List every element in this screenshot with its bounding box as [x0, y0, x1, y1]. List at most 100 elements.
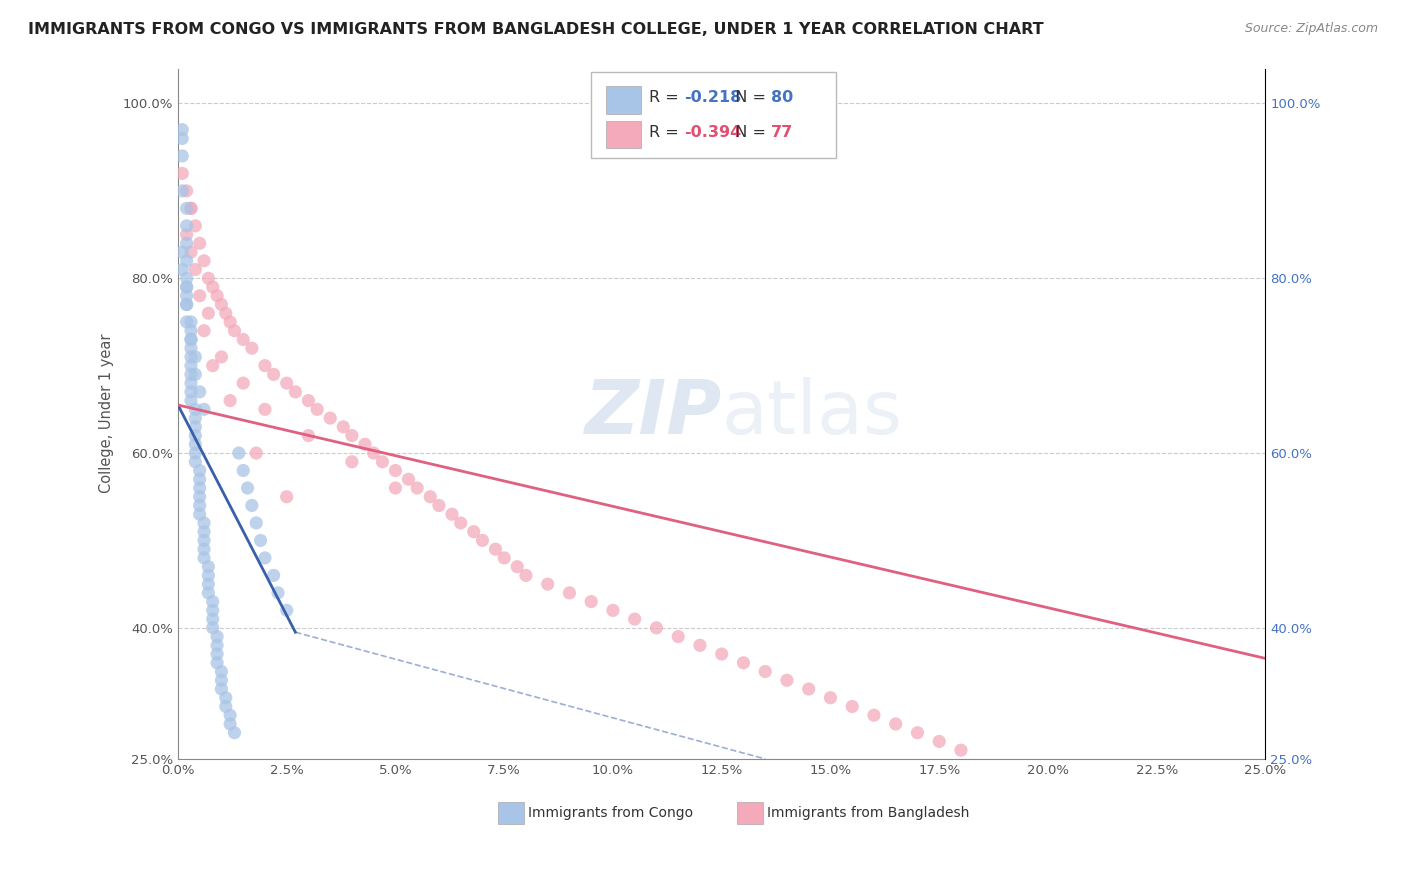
Point [515, 568, 537, 582]
Point [219, 315, 242, 329]
Point [184, 262, 207, 277]
Point [494, 550, 516, 565]
Point [332, 420, 354, 434]
Point [197, 586, 219, 600]
Point [201, 621, 224, 635]
Point [240, 499, 263, 513]
Point [201, 280, 224, 294]
Point [180, 350, 202, 364]
Point [180, 384, 202, 399]
Point [184, 420, 207, 434]
Point [197, 306, 219, 320]
Point [276, 376, 298, 391]
Point [184, 402, 207, 417]
Y-axis label: College, Under 1 year: College, Under 1 year [100, 334, 114, 493]
Point [205, 289, 228, 303]
Point [176, 271, 198, 285]
Text: 77: 77 [770, 125, 793, 140]
Point [398, 472, 420, 486]
Point [263, 368, 285, 382]
Point [209, 673, 232, 688]
Point [307, 402, 329, 417]
Point [184, 428, 207, 442]
Point [184, 368, 207, 382]
FancyBboxPatch shape [606, 120, 641, 148]
Point [228, 446, 250, 460]
FancyBboxPatch shape [498, 802, 524, 824]
Point [797, 681, 820, 696]
Point [710, 647, 733, 661]
Point [215, 690, 238, 705]
Point [928, 734, 950, 748]
Point [184, 437, 207, 451]
Point [197, 559, 219, 574]
Point [180, 341, 202, 355]
Point [232, 463, 254, 477]
Point [197, 568, 219, 582]
Text: Immigrants from Congo: Immigrants from Congo [529, 805, 693, 820]
Text: ZIP: ZIP [585, 377, 721, 450]
Point [384, 481, 406, 495]
Point [215, 699, 238, 714]
Text: R =: R = [648, 90, 683, 105]
Point [209, 297, 232, 311]
Point [188, 463, 211, 477]
Point [180, 368, 202, 382]
Point [820, 690, 842, 705]
Point [245, 446, 267, 460]
Point [176, 236, 198, 251]
Point [354, 437, 377, 451]
Point [689, 638, 711, 652]
Point [193, 533, 215, 548]
Point [188, 289, 211, 303]
Point [188, 481, 211, 495]
Point [371, 455, 394, 469]
Point [193, 524, 215, 539]
Point [176, 280, 198, 294]
Point [209, 350, 232, 364]
Point [384, 463, 406, 477]
Point [184, 455, 207, 469]
Point [197, 577, 219, 591]
Point [733, 656, 755, 670]
Point [193, 402, 215, 417]
Point [180, 202, 202, 216]
Point [209, 665, 232, 679]
Point [245, 516, 267, 530]
Point [205, 630, 228, 644]
Point [623, 612, 645, 626]
Point [276, 490, 298, 504]
Point [172, 149, 194, 163]
Point [176, 280, 198, 294]
Point [776, 673, 799, 688]
Point [427, 499, 450, 513]
Point [176, 289, 198, 303]
Point [172, 184, 194, 198]
Text: Source: ZipAtlas.com: Source: ZipAtlas.com [1244, 22, 1378, 36]
Point [176, 227, 198, 242]
Point [297, 393, 319, 408]
Point [232, 376, 254, 391]
Point [205, 647, 228, 661]
Point [197, 271, 219, 285]
Point [666, 630, 689, 644]
Point [406, 481, 429, 495]
Text: Immigrants from Bangladesh: Immigrants from Bangladesh [768, 805, 970, 820]
Point [340, 455, 363, 469]
Point [219, 717, 242, 731]
Point [884, 717, 907, 731]
Point [219, 708, 242, 723]
Point [180, 393, 202, 408]
Point [224, 324, 246, 338]
Point [419, 490, 441, 504]
Point [180, 202, 202, 216]
Point [180, 376, 202, 391]
Point [172, 131, 194, 145]
Point [176, 219, 198, 233]
Point [172, 245, 194, 260]
Point [232, 333, 254, 347]
Point [180, 333, 202, 347]
FancyBboxPatch shape [606, 86, 641, 113]
Point [193, 516, 215, 530]
Point [193, 542, 215, 557]
